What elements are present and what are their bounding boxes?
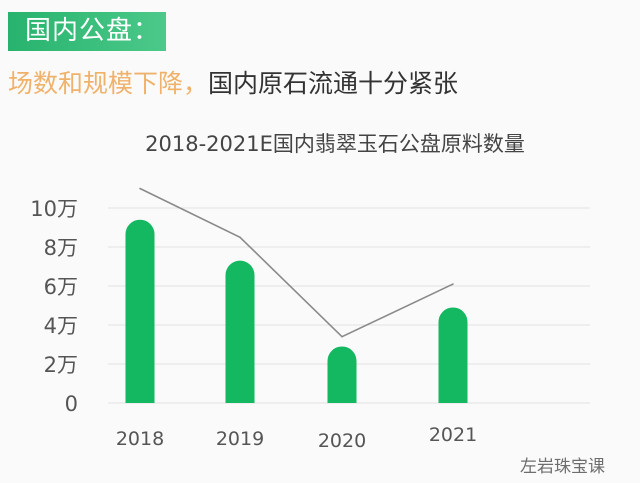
y-tick-label: 2万	[44, 353, 78, 377]
line-point	[239, 236, 241, 239]
x-tick-label: 2020	[318, 430, 366, 452]
chart-title: 2018-2021E国内翡翠玉石公盘原料数量	[145, 132, 525, 156]
headline-rest: 国内原石流通十分紧张	[208, 69, 459, 98]
x-tick-label: 2018	[116, 428, 164, 450]
line-point	[341, 335, 343, 338]
bar	[438, 307, 468, 403]
y-tick-label: 10万	[30, 197, 78, 221]
line-point	[139, 187, 141, 190]
headline: 场数和规模下降，国内原石流通十分紧张	[8, 66, 458, 102]
section-tag: 国内公盘：	[8, 12, 166, 51]
x-tick-label: 2019	[216, 428, 264, 450]
x-tick-label: 2021	[429, 424, 477, 446]
y-tick-label: 6万	[44, 275, 78, 299]
y-tick-label: 8万	[44, 236, 78, 260]
bar	[327, 346, 357, 403]
line-point	[452, 283, 454, 285]
line-series	[139, 187, 454, 338]
headline-highlight: 场数和规模下降，	[8, 69, 209, 98]
y-tick-label: 4万	[44, 314, 78, 338]
bar	[125, 219, 155, 403]
bar	[225, 260, 255, 403]
y-tick-label: 0	[65, 392, 78, 416]
watermark: 左岩珠宝课	[520, 457, 605, 477]
